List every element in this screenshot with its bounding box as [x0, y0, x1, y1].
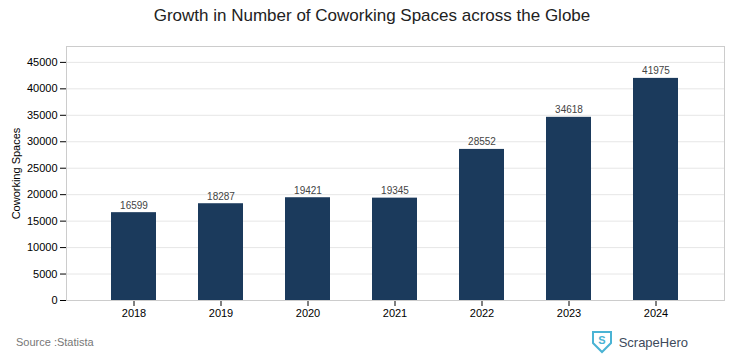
- svg-text:15000: 15000: [27, 215, 58, 227]
- svg-text:S: S: [598, 334, 605, 346]
- svg-text:2022: 2022: [470, 307, 494, 319]
- svg-text:34618: 34618: [555, 104, 583, 115]
- svg-text:35000: 35000: [27, 109, 58, 121]
- svg-text:28552: 28552: [468, 136, 496, 147]
- svg-text:19421: 19421: [294, 185, 322, 196]
- svg-text:30000: 30000: [27, 135, 58, 147]
- svg-text:2023: 2023: [557, 307, 581, 319]
- svg-text:40000: 40000: [27, 82, 58, 94]
- svg-text:41975: 41975: [642, 65, 670, 76]
- svg-text:2020: 2020: [296, 307, 320, 319]
- svg-text:2018: 2018: [122, 307, 146, 319]
- html-text:Source :Statista: Source :Statista: [16, 336, 94, 348]
- svg-text:2019: 2019: [209, 307, 233, 319]
- svg-text:19345: 19345: [381, 185, 409, 196]
- svg-text:2024: 2024: [644, 307, 668, 319]
- svg-text:2021: 2021: [383, 307, 407, 319]
- svg-text:25000: 25000: [27, 162, 58, 174]
- svg-text:45000: 45000: [27, 56, 58, 68]
- svg-text:0: 0: [51, 294, 57, 306]
- svg-text:18287: 18287: [207, 191, 235, 202]
- html-text:ScrapeHero: ScrapeHero: [618, 334, 688, 350]
- svg-text:10000: 10000: [27, 241, 58, 253]
- svg-text:16599: 16599: [120, 200, 148, 211]
- svg-text:20000: 20000: [27, 188, 58, 200]
- svg-text:5000: 5000: [33, 268, 57, 280]
- svg-text:Coworking Spaces: Coworking Spaces: [10, 127, 22, 219]
- html-text:Growth in Number of Coworking: Growth in Number of Coworking Spaces acr…: [153, 6, 591, 25]
